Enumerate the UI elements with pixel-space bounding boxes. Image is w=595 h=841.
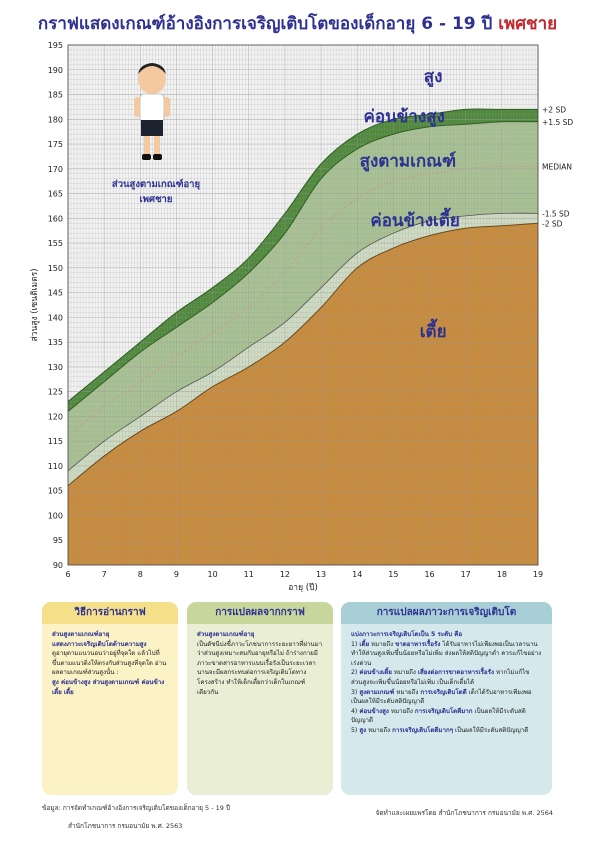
- sd-label: MEDIAN: [542, 162, 572, 171]
- title-sex: เพศชาย: [498, 14, 558, 34]
- boy-arm-right: [164, 97, 170, 117]
- sd-label: +1.5 SD: [542, 118, 573, 127]
- y-tick-label: 185: [48, 91, 63, 100]
- y-tick-label: 140: [48, 313, 63, 322]
- line-15sd-sd: [67, 121, 539, 412]
- y-tick-label: 170: [48, 165, 63, 174]
- y-tick-label: 90: [53, 561, 63, 570]
- x-axis-label: อายุ (ปี): [288, 582, 318, 593]
- sd-label: +2 SD: [542, 105, 566, 114]
- plot-frame: [67, 44, 539, 566]
- line-2sd-sd: [67, 108, 538, 402]
- y-tick-label: 150: [48, 264, 63, 273]
- y-tick-label: 105: [48, 487, 63, 496]
- sd-label: -1.5 SD: [542, 209, 570, 218]
- y-tick-label: 110: [48, 462, 63, 471]
- line-15sd-sd: [67, 212, 539, 472]
- y-tick-label: 120: [48, 412, 63, 421]
- x-tick-label: 13: [316, 570, 326, 579]
- zone-label-normal: สูงตามเกณฑ์: [360, 150, 456, 172]
- boy-leg-right: [154, 136, 160, 154]
- source-line-1: ข้อมูล: การจัดทำเกณฑ์อ้างอิงการเจริญเติบ…: [42, 804, 231, 812]
- line-2sd-sd: [67, 222, 539, 487]
- zone-label-fairly-tall: ค่อนข้างสูง: [364, 107, 445, 128]
- sd-label: -2 SD: [542, 219, 563, 228]
- line-median-sd: [67, 165, 539, 437]
- source-line-2: สำนักโภชนาการ กรมอนามัย พ.ศ. 2563: [68, 822, 183, 830]
- zone-label-short: เตี้ย: [420, 318, 447, 342]
- boy-leg-left: [144, 136, 150, 154]
- interpretation-box: การแปลผลจากกราฟ ส่วนสูงตามเกณฑ์อายุ เป็นด…: [187, 602, 333, 795]
- title-main: กราฟแสดงเกณฑ์อ้างอิงการเจริญเติบโตของเด็…: [37, 14, 493, 34]
- growth-levels-body: แบ่งภาวะการเจริญเติบโตเป็น 5 ระดับ คือ 1)…: [351, 631, 542, 734]
- boy-shoe-right: [153, 154, 162, 160]
- y-tick-label: 130: [48, 363, 63, 372]
- boy-hair: [138, 63, 166, 74]
- boy-illustration: [134, 63, 170, 160]
- reading-guide-box: วิธีการอ่านกราฟ ส่วนสูงตามเกณฑ์อายุ แสดงภ…: [42, 602, 178, 795]
- y-tick-label: 155: [48, 239, 63, 248]
- x-tick-label: 14: [352, 570, 362, 579]
- boy-head: [138, 64, 166, 94]
- x-tick-label: 11: [244, 570, 254, 579]
- x-tick-label: 6: [65, 570, 70, 579]
- y-tick-label: 160: [48, 214, 63, 223]
- y-tick-label: 100: [48, 511, 63, 520]
- height-for-age-chart: 90 95 100 105 110 115 120 125 130 135 140 145 150 155…: [30, 41, 573, 593]
- x-tick-label: 10: [208, 570, 218, 579]
- inset-caption-line: ส่วนสูงตามเกณฑ์อายุ: [112, 178, 200, 191]
- inset-caption-line: เพศชาย: [140, 194, 173, 205]
- interpretation-header: การแปลผลจากกราฟ: [187, 602, 333, 624]
- growth-levels-box: การแปลผลภาวะการเจริญเติบโต แบ่งภาวะการเจ…: [341, 602, 552, 795]
- reading-guide-header: วิธีการอ่านกราฟ: [42, 602, 178, 624]
- boy-shorts: [141, 120, 163, 136]
- y-axis-label: ส่วนสูง (เซนติเมตร): [30, 268, 40, 341]
- growth-levels-header: การแปลผลภาวะการเจริญเติบโต: [341, 602, 552, 624]
- y-tick-label: 180: [48, 115, 63, 124]
- x-tick-label: 18: [497, 570, 507, 579]
- reading-guide-body: ส่วนสูงตามเกณฑ์อายุ แสดงภาวะเจริญเติบโตด้…: [52, 631, 167, 696]
- x-tick-label: 15: [388, 570, 398, 579]
- x-tick-label: 19: [533, 570, 543, 579]
- x-tick-label: 9: [174, 570, 179, 579]
- interpretation-body: ส่วนสูงตามเกณฑ์อายุ เป็นดัชนีบ่งชี้ภาวะโภ…: [197, 631, 323, 696]
- zone-label-tall: สูง: [424, 67, 443, 88]
- zone-label-fairly-short: ค่อนข้างเตี้ย: [370, 207, 459, 231]
- y-tick-label: 115: [48, 437, 63, 446]
- x-tick-label: 17: [461, 570, 471, 579]
- y-tick-label: 145: [48, 289, 63, 298]
- x-tick-label: 12: [280, 570, 290, 579]
- y-tick-label: 175: [48, 140, 63, 149]
- y-tick-label: 195: [48, 41, 63, 50]
- publisher-line: จัดทำและเผยแพร่โดย สำนักโภชนาการ กรมอนาม…: [375, 809, 553, 817]
- y-tick-label: 125: [48, 388, 63, 397]
- y-tick-label: 190: [48, 66, 63, 75]
- x-tick-label: 7: [102, 570, 107, 579]
- x-tick-label: 16: [424, 570, 434, 579]
- y-tick-label: 165: [48, 190, 63, 199]
- boy-shoe-left: [142, 154, 151, 160]
- page-title: กราฟแสดงเกณฑ์อ้างอิงการเจริญเติบโตของเด็…: [0, 10, 595, 37]
- y-tick-label: 95: [53, 536, 63, 545]
- x-tick-label: 8: [138, 570, 143, 579]
- boy-shirt: [139, 93, 165, 123]
- boy-arm-left: [134, 97, 140, 117]
- y-tick-label: 135: [48, 338, 63, 347]
